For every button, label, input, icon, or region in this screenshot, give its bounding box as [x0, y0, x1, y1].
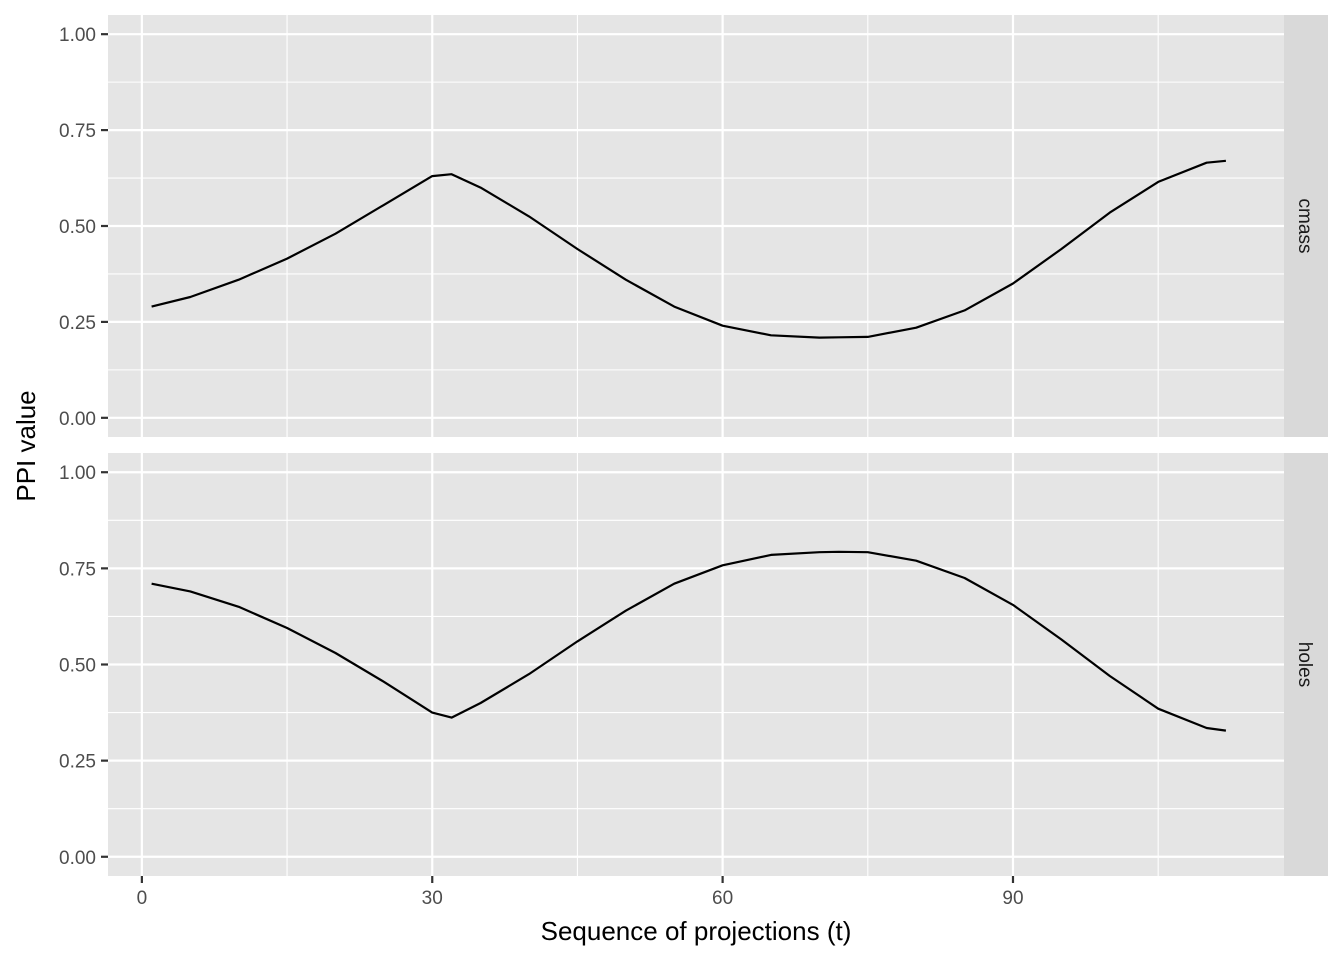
y-tick-label: 0.00 [59, 848, 96, 869]
x-tick-label: 60 [712, 888, 733, 909]
facet-strip [1284, 453, 1328, 876]
series-line-holes [151, 550, 1227, 732]
facet-panel-holes: 0.00 0.25 0.50 0.75 1.00 holes [59, 453, 1328, 876]
y-tick-label: 0.75 [59, 121, 96, 142]
x-tick-label: 90 [1002, 888, 1023, 909]
y-tick-label: 0.00 [59, 409, 96, 430]
panels: 0.00 0.25 0.50 0.75 1.00 cmass 0.00 0.25 0.50 0.7… [59, 15, 1328, 876]
x-axis-title: Sequence of projections (t) [541, 916, 852, 946]
y-tick-label: 1.00 [59, 25, 96, 46]
y-tick-label: 1.00 [59, 463, 96, 484]
x-axis: 0 30 60 90 [137, 876, 1024, 909]
x-tick-label: 0 [137, 888, 148, 909]
facet-strip-label: holes [1294, 642, 1315, 687]
y-tick-label: 0.25 [59, 752, 96, 773]
y-tick-label: 0.25 [59, 313, 96, 334]
facet-strip [1284, 15, 1328, 437]
y-axis-title: PPI value [11, 390, 41, 501]
facet-strip-label: cmass [1294, 199, 1315, 254]
x-tick-label: 30 [422, 888, 443, 909]
series-line-cmass [151, 159, 1227, 339]
y-tick-label: 0.50 [59, 217, 96, 238]
facet-panel-cmass: 0.00 0.25 0.50 0.75 1.00 cmass [59, 15, 1328, 437]
y-tick-label: 0.75 [59, 559, 96, 580]
y-tick-label: 0.50 [59, 656, 96, 677]
